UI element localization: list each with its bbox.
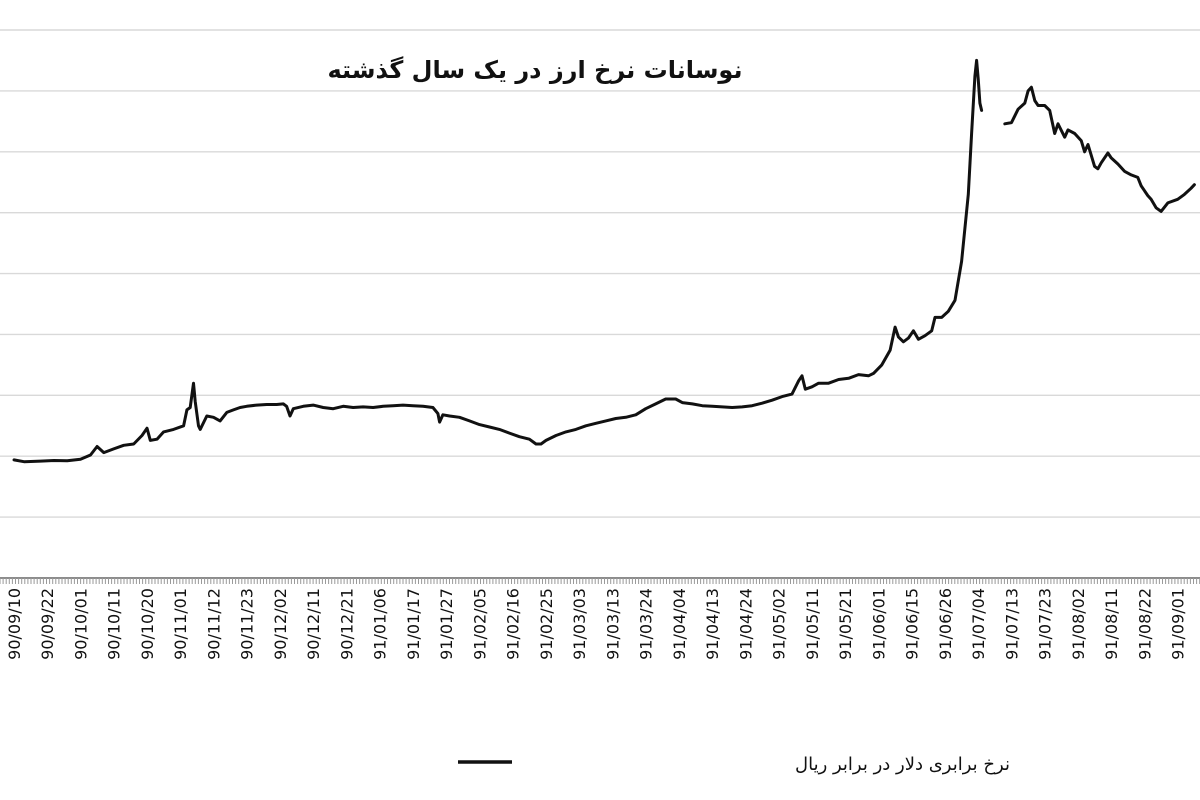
x-tick-label: 91/02/16 (504, 588, 523, 660)
x-tick-label: 91/06/26 (936, 588, 955, 660)
x-tick-label: 91/01/06 (371, 588, 390, 660)
x-tick-label: 91/04/04 (670, 588, 689, 660)
x-tick-label: 91/07/13 (1002, 588, 1021, 660)
x-tick-label: 91/02/25 (537, 588, 556, 660)
axis-layer (0, 577, 1200, 584)
x-tick-label: 91/05/02 (770, 588, 789, 660)
grid-layer (0, 29, 1200, 518)
x-tick-label: 91/03/24 (637, 588, 656, 660)
x-tick-label: 90/11/12 (204, 588, 223, 660)
x-tick-label: 91/03/13 (603, 588, 622, 660)
x-tick-label: 91/09/01 (1169, 588, 1188, 660)
chart-title: نوسانات نرخ ارز در یک سال گذشته (328, 56, 743, 84)
x-tick-label: 90/11/01 (171, 588, 190, 660)
x-tick-label: 91/06/15 (903, 588, 922, 660)
x-tick-label: 90/12/11 (304, 588, 323, 660)
x-tick-label: 90/10/20 (138, 588, 157, 660)
x-tick-label: 91/07/23 (1036, 588, 1055, 660)
series-line-segment (12, 58, 984, 464)
x-tick-label: 91/01/17 (404, 588, 423, 660)
x-tick-label: 91/06/01 (869, 588, 888, 660)
x-tick-label: 91/04/24 (736, 588, 755, 660)
x-tick-label: 91/02/05 (470, 588, 489, 660)
x-tick-label: 91/05/21 (836, 588, 855, 660)
x-tick-label: 91/04/13 (703, 588, 722, 660)
series-line-segment (1003, 85, 1196, 213)
x-tick-label: 90/12/21 (337, 588, 356, 660)
x-tick-label: 90/11/23 (238, 588, 257, 660)
x-tick-label: 91/07/04 (969, 588, 988, 660)
x-tick-label: 91/01/27 (437, 588, 456, 660)
x-tick-label: 91/08/02 (1069, 588, 1088, 660)
x-tick-labels: 90/09/10 90/09/22 90/10/01 90/10/11 90/10/20… (5, 588, 1188, 660)
x-tick-label: 90/09/10 (5, 588, 24, 660)
x-tick-label: 91/03/03 (570, 588, 589, 660)
x-tick-label: 91/05/11 (803, 588, 822, 660)
x-tick-label: 90/10/01 (71, 588, 90, 660)
series-layer (12, 58, 1196, 464)
x-tick-label: 91/08/11 (1102, 588, 1121, 660)
x-tick-label: 90/12/02 (271, 588, 290, 660)
x-tick-label: 90/09/22 (38, 588, 57, 660)
x-tick-label: 90/10/11 (105, 588, 124, 660)
legend: نرخ برابری دلار در برابر ریال (458, 754, 1010, 775)
legend-label: نرخ برابری دلار در برابر ریال (795, 754, 1010, 775)
x-tick-label: 91/08/22 (1135, 588, 1154, 660)
